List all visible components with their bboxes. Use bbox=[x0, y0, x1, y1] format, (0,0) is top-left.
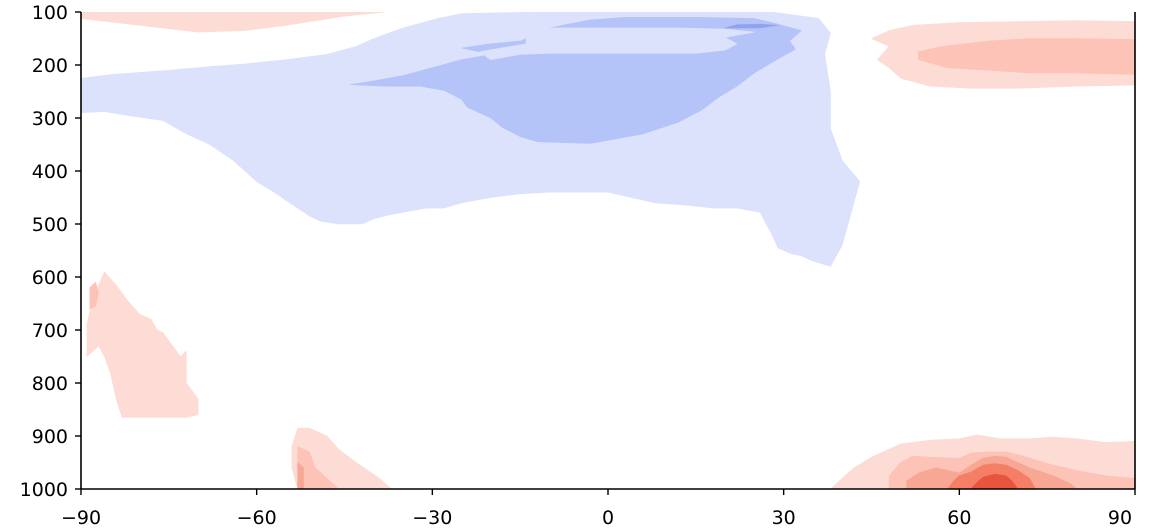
contour-regions bbox=[81, 12, 1135, 489]
ticks: −90 −60 −30 0 30 60 90 100 200 300 400 500 600 700 800… bbox=[20, 2, 1136, 528]
contour-region-8 bbox=[89, 281, 99, 310]
contour-region-0 bbox=[81, 12, 386, 33]
y-tick-label: 200 bbox=[32, 55, 68, 77]
contour-region-11 bbox=[297, 462, 304, 489]
y-tick-label: 400 bbox=[32, 161, 68, 183]
contour-region-4 bbox=[724, 23, 779, 29]
contour-region-10 bbox=[297, 446, 339, 489]
x-tick-label: 30 bbox=[772, 507, 796, 528]
contour-region-17 bbox=[994, 480, 1007, 489]
y-tick-label: 600 bbox=[32, 267, 68, 289]
y-tick-label: 500 bbox=[32, 214, 68, 236]
contour-region-3 bbox=[478, 27, 755, 61]
x-tick-label: 90 bbox=[1108, 507, 1132, 528]
y-tick-label: 300 bbox=[32, 108, 68, 130]
x-tick-label: 60 bbox=[947, 507, 971, 528]
y-tick-label: 900 bbox=[32, 426, 68, 448]
contour-region-7 bbox=[86, 271, 199, 418]
x-tick-label: −30 bbox=[412, 507, 452, 528]
y-tick-label: 700 bbox=[32, 320, 68, 342]
y-tick-label: 100 bbox=[32, 2, 68, 24]
y-tick-label: 800 bbox=[32, 373, 68, 395]
x-tick-label: 0 bbox=[602, 507, 614, 528]
x-tick-label: −90 bbox=[61, 507, 101, 528]
x-tick-label: −60 bbox=[237, 507, 277, 528]
contour-region-6 bbox=[917, 38, 1135, 75]
y-tick-label: 1000 bbox=[20, 479, 68, 501]
